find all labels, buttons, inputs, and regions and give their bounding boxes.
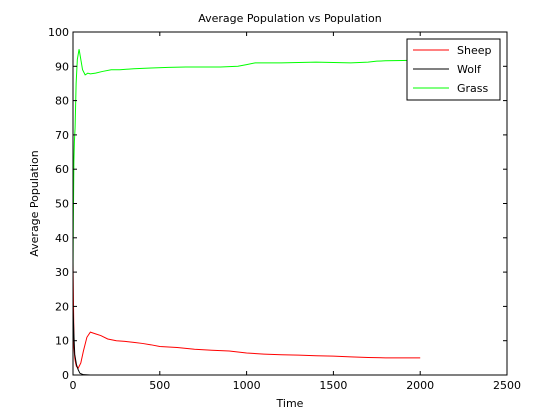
- y-tick-label: 70: [55, 129, 69, 142]
- y-tick-label: 80: [55, 95, 69, 108]
- legend: Sheep Wolf Grass: [407, 39, 500, 100]
- y-tick-label: 90: [55, 60, 69, 73]
- y-tick-label: 50: [55, 198, 69, 211]
- y-tick-label: 60: [55, 163, 69, 176]
- x-tick-label: 500: [149, 379, 170, 392]
- y-axis-title: Average Population: [28, 150, 41, 256]
- y-tick-label: 0: [62, 369, 69, 382]
- chart-title: Average Population vs Population: [198, 12, 382, 25]
- x-tick-label: 2500: [493, 379, 521, 392]
- x-axis-title: Time: [276, 397, 304, 410]
- x-tick-label: 1000: [233, 379, 261, 392]
- y-tick-label: 20: [55, 300, 69, 313]
- y-tick-label: 100: [48, 26, 69, 39]
- x-tick-label: 2000: [406, 379, 434, 392]
- y-tick-label: 10: [55, 335, 69, 348]
- legend-label-sheep: Sheep: [457, 44, 491, 57]
- y-tick-label: 30: [55, 266, 69, 279]
- x-tick-label: 1500: [319, 379, 347, 392]
- legend-label-wolf: Wolf: [457, 63, 482, 76]
- legend-label-grass: Grass: [457, 82, 489, 95]
- y-tick-label: 40: [55, 232, 69, 245]
- x-tick-label: 0: [70, 379, 77, 392]
